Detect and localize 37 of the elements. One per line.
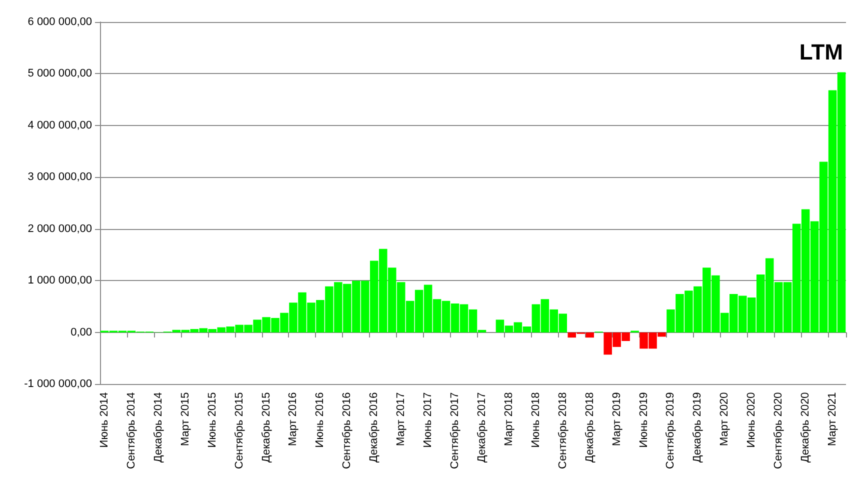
- y-tick-label: 1 000 000,00: [28, 274, 92, 287]
- x-tick-label: Март 2018: [502, 392, 515, 446]
- x-tick-label: Сентябрь 2020: [772, 392, 785, 470]
- y-tick-label: -1 000 000,00: [24, 378, 92, 390]
- x-tick-label: Сентябрь 2019: [664, 392, 677, 470]
- y-tick-label: 0,00: [70, 326, 92, 338]
- x-tick-label: Сентябрь 2018: [556, 392, 569, 470]
- x-tick-label: Март 2020: [718, 392, 731, 446]
- x-tick-label: Декабрь 2015: [260, 392, 272, 463]
- x-tick-label: Март 2017: [395, 392, 408, 446]
- x-tick-label: Декабрь 2018: [584, 392, 596, 463]
- x-tick-label: Декабрь 2019: [692, 392, 704, 463]
- x-tick-label: Июнь 2018: [530, 392, 542, 448]
- y-tick-label: 6 000 000,00: [28, 16, 92, 28]
- x-tick-label: Декабрь 2017: [476, 392, 488, 463]
- x-tick-label: Декабрь 2014: [152, 392, 164, 463]
- x-tick-label: Июнь 2020: [746, 392, 758, 448]
- x-tick-label: Июнь 2014: [98, 392, 110, 448]
- x-tick-label: Декабрь 2020: [800, 392, 812, 463]
- y-tick-label: 3 000 000,00: [28, 171, 92, 184]
- x-tick-label: Сентябрь 2017: [449, 392, 462, 470]
- x-tick-label: Сентябрь 2014: [125, 392, 138, 470]
- x-tick-label: Март 2016: [287, 392, 300, 446]
- x-tick-label: Июнь 2016: [314, 392, 326, 448]
- x-tick-label: Март 2019: [610, 392, 623, 446]
- y-tick-label: 2 000 000,00: [28, 222, 92, 235]
- x-tick-label: Сентябрь 2016: [341, 392, 354, 470]
- x-tick-label: Декабрь 2016: [368, 392, 380, 463]
- y-tick-label: 4 000 000,00: [28, 119, 92, 132]
- x-tick-label: Март 2021: [826, 392, 839, 446]
- x-tick-label: Июнь 2015: [206, 392, 218, 448]
- y-tick-label: 5 000 000,00: [28, 68, 92, 80]
- text: LTM: [799, 40, 844, 64]
- x-tick-label: Июнь 2017: [422, 392, 434, 448]
- x-tick-label: Март 2015: [179, 392, 192, 446]
- x-tick-label: Июнь 2019: [638, 392, 650, 448]
- x-tick-label: Сентябрь 2015: [233, 392, 246, 470]
